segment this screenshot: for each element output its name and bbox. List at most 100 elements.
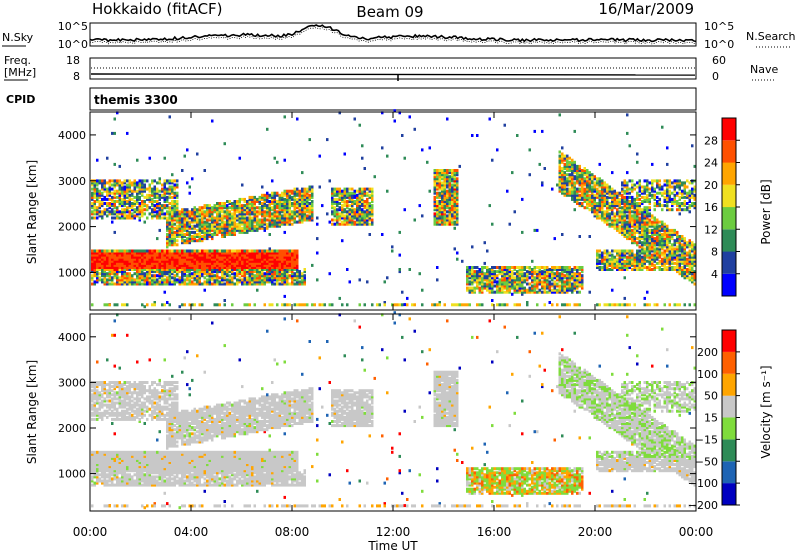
power-cell <box>206 235 209 238</box>
power-cell <box>263 278 266 282</box>
power-cell <box>156 270 159 274</box>
power-cell <box>286 278 289 282</box>
power-cell <box>261 266 264 269</box>
power-cell <box>263 272 266 276</box>
power-cell <box>141 303 144 307</box>
power-cell <box>628 191 631 195</box>
power-cell <box>271 272 274 276</box>
power-cell <box>126 272 129 276</box>
power-cell <box>183 268 186 271</box>
power-cell <box>133 200 136 203</box>
power-cell <box>228 263 231 267</box>
power-cell <box>478 286 481 290</box>
power-cell <box>213 226 216 230</box>
power-cell <box>348 200 351 203</box>
power-cell <box>488 286 491 290</box>
power-cell <box>628 263 631 267</box>
power-cell <box>256 210 259 214</box>
power-cell <box>223 253 226 257</box>
power-cell <box>223 268 226 271</box>
power-cell <box>266 197 269 201</box>
power-cell <box>148 212 151 216</box>
power-cell <box>478 290 481 294</box>
power-cell <box>201 210 204 214</box>
power-cell <box>281 206 284 210</box>
power-cell <box>128 197 131 201</box>
power-cell <box>361 218 364 222</box>
power-cell <box>618 259 621 263</box>
power-cell <box>536 272 539 276</box>
power-cell <box>638 233 641 236</box>
power-cell <box>166 301 169 304</box>
power-cell <box>633 204 636 208</box>
power-cell <box>471 278 474 282</box>
power-cell <box>181 280 184 284</box>
power-cell <box>283 303 286 307</box>
power-cell <box>433 197 436 201</box>
power-cell <box>253 249 256 253</box>
power-cell <box>176 255 179 259</box>
power-cell <box>303 189 306 193</box>
power-cell <box>281 266 284 269</box>
power-cell <box>283 193 286 197</box>
power-cell <box>271 208 274 212</box>
power-cell <box>348 195 351 199</box>
power-cell <box>643 230 646 234</box>
power-cell <box>141 206 144 210</box>
power-cell <box>441 187 444 191</box>
power-cell <box>123 187 126 191</box>
power-cell <box>248 268 251 271</box>
power-cell <box>536 276 539 280</box>
power-cell <box>491 266 494 269</box>
power-cell <box>113 259 116 263</box>
power-cell <box>273 249 276 253</box>
power-cell <box>626 266 629 269</box>
power-cell <box>511 286 514 290</box>
power-cell <box>346 268 349 271</box>
power-cell <box>368 208 371 212</box>
power-cell <box>131 266 134 269</box>
power-cell <box>511 276 514 280</box>
power-cell <box>158 208 161 212</box>
power-cell <box>598 303 601 307</box>
power-cell <box>591 195 594 199</box>
power-cell <box>473 278 476 282</box>
power-cell <box>496 270 499 274</box>
power-cell <box>491 270 494 274</box>
power-cell <box>303 214 306 218</box>
power-cell <box>281 253 284 257</box>
power-cell <box>646 233 649 236</box>
power-cell <box>173 204 176 208</box>
power-cell <box>283 272 286 276</box>
power-cell <box>598 177 601 181</box>
power-cell <box>276 191 279 195</box>
power-cell <box>181 212 184 216</box>
power-cell <box>603 249 606 253</box>
power-cell <box>331 200 334 203</box>
power-cell <box>571 183 574 187</box>
cpid-strip-frame <box>89 87 697 111</box>
power-cell <box>113 179 116 183</box>
power-cell <box>643 200 646 203</box>
power-cell <box>123 195 126 199</box>
power-cell <box>646 290 649 294</box>
power-cell <box>128 183 131 187</box>
power-cell <box>106 187 109 191</box>
power-cell <box>293 212 296 216</box>
power-cell <box>588 187 591 191</box>
power-cell <box>231 272 234 276</box>
power-cell <box>136 263 139 267</box>
power-cell <box>578 282 581 286</box>
power-cell <box>171 253 174 257</box>
power-cell <box>268 204 271 208</box>
power-cell <box>271 179 274 183</box>
power-cell <box>253 270 256 274</box>
power-cell <box>348 197 351 201</box>
power-cell <box>456 179 459 183</box>
power-cell <box>568 274 571 278</box>
power-cell <box>196 220 199 224</box>
power-cell <box>303 218 306 222</box>
power-cell <box>353 214 356 218</box>
power-cell <box>526 290 529 294</box>
power-cell <box>358 197 361 201</box>
